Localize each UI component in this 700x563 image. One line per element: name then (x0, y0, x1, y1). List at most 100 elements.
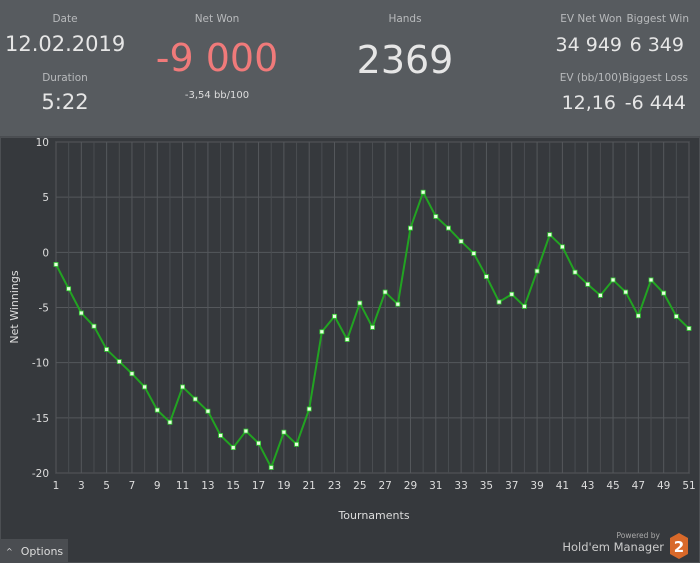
data-point (408, 225, 413, 231)
x-tick-label: 3 (78, 480, 85, 492)
x-tick-label: 7 (129, 480, 136, 492)
data-point (104, 347, 110, 352)
duration-label: Duration (42, 72, 88, 84)
data-point (180, 384, 186, 390)
x-tick-label: 15 (227, 480, 240, 492)
x-tick-label: 13 (201, 480, 214, 492)
data-point (585, 281, 591, 287)
net-won-bb100: -3,54 bb/100 (184, 90, 250, 101)
x-tick-label: 43 (581, 480, 594, 492)
data-point (610, 277, 616, 283)
data-point (496, 299, 502, 305)
x-tick-label: 27 (378, 480, 391, 492)
data-point (243, 428, 249, 434)
y-tick-label: -15 (32, 413, 49, 425)
options-button[interactable]: ^ Options (0, 539, 68, 563)
data-point (167, 419, 173, 425)
data-point (572, 269, 578, 275)
data-point (357, 300, 363, 306)
ev-net-won-label: EV Net Won (560, 13, 622, 25)
options-label: Options (20, 544, 64, 558)
data-point (129, 371, 135, 377)
y-tick-label: -10 (32, 358, 49, 370)
x-tick-label: 47 (632, 480, 645, 492)
x-tick-label: 11 (176, 480, 189, 492)
data-point (433, 214, 439, 219)
data-point (370, 324, 375, 330)
data-point (116, 359, 122, 364)
data-point (509, 291, 515, 297)
data-point (256, 440, 261, 446)
duration-value: 5:22 (41, 90, 89, 114)
biggest-loss-label: Biggest Loss (622, 72, 688, 84)
data-point (471, 251, 477, 256)
net-won-label: Net Won (194, 13, 240, 25)
data-point (635, 313, 641, 319)
data-point (648, 277, 654, 283)
x-tick-label: 35 (480, 480, 493, 492)
net-winnings-chart: 10 5 0 -5 -10 -15 -20 1 3 5 7 9 11 13 15 17 19 21 23 25 27 29… (0, 137, 700, 563)
y-tick-label: 5 (42, 192, 49, 204)
data-point (673, 313, 679, 319)
x-tick-label: 33 (454, 480, 467, 492)
date-value: 12.02.2019 (5, 32, 126, 56)
data-point (420, 189, 426, 195)
x-tick-label: 41 (556, 480, 569, 492)
data-point (294, 441, 299, 447)
data-point (281, 429, 287, 435)
stats-header: Date 12.02.2019 Duration 5:22 Net Won -9… (0, 0, 700, 137)
x-tick-label: 39 (530, 480, 543, 492)
chevron-up-icon: ^ (6, 546, 13, 556)
data-point (268, 465, 274, 470)
ev-net-won-value: 34 949 (555, 34, 622, 56)
data-point (458, 238, 464, 244)
x-tick-label: 19 (277, 480, 290, 492)
data-point (192, 396, 198, 402)
hands-value: 2369 (356, 38, 454, 82)
data-point (332, 313, 337, 319)
x-tick-label: 29 (404, 480, 417, 492)
x-tick-label: 5 (103, 480, 110, 492)
x-tick-label: 9 (154, 480, 161, 492)
data-point (91, 323, 97, 329)
biggest-loss-value: -6 444 (624, 92, 686, 114)
x-axis-label: Tournaments (337, 509, 409, 522)
x-tick-label: 51 (682, 480, 695, 492)
data-point (547, 232, 553, 238)
biggest-win-value: 6 349 (629, 34, 684, 56)
data-point (319, 329, 325, 335)
y-tick-label: 0 (42, 247, 49, 259)
data-point (522, 303, 527, 309)
powered-by: Powered by (616, 531, 660, 540)
data-point (142, 384, 148, 390)
data-point (230, 445, 236, 451)
hands-label: Hands (388, 13, 422, 25)
hem2-logo-icon: 2 (670, 533, 688, 559)
ev-bb100-label: EV (bb/100) (559, 72, 622, 84)
data-point (560, 244, 565, 250)
date-label: Date (52, 13, 78, 25)
data-point (382, 289, 388, 295)
x-tick-label: 1 (53, 480, 60, 492)
x-tick-label: 25 (353, 480, 366, 492)
data-point (344, 337, 350, 342)
biggest-win-label: Biggest Win (626, 13, 689, 25)
data-point (395, 301, 401, 307)
data-point (661, 290, 667, 296)
brand-name: Hold'em Manager (562, 540, 664, 554)
x-tick-label: 17 (252, 480, 265, 492)
ev-bb100-value: 12,16 (561, 92, 616, 114)
x-tick-label: 21 (303, 480, 316, 492)
data-point (205, 408, 211, 414)
data-point (484, 274, 489, 280)
data-point (154, 407, 160, 413)
x-tick-label: 23 (328, 480, 341, 492)
data-point (623, 289, 629, 295)
y-tick-label: -20 (32, 468, 49, 480)
data-point (446, 225, 451, 231)
x-tick-label: 49 (657, 480, 670, 492)
y-tick-label: 10 (36, 137, 49, 149)
data-point (66, 286, 72, 292)
data-point (78, 310, 84, 316)
